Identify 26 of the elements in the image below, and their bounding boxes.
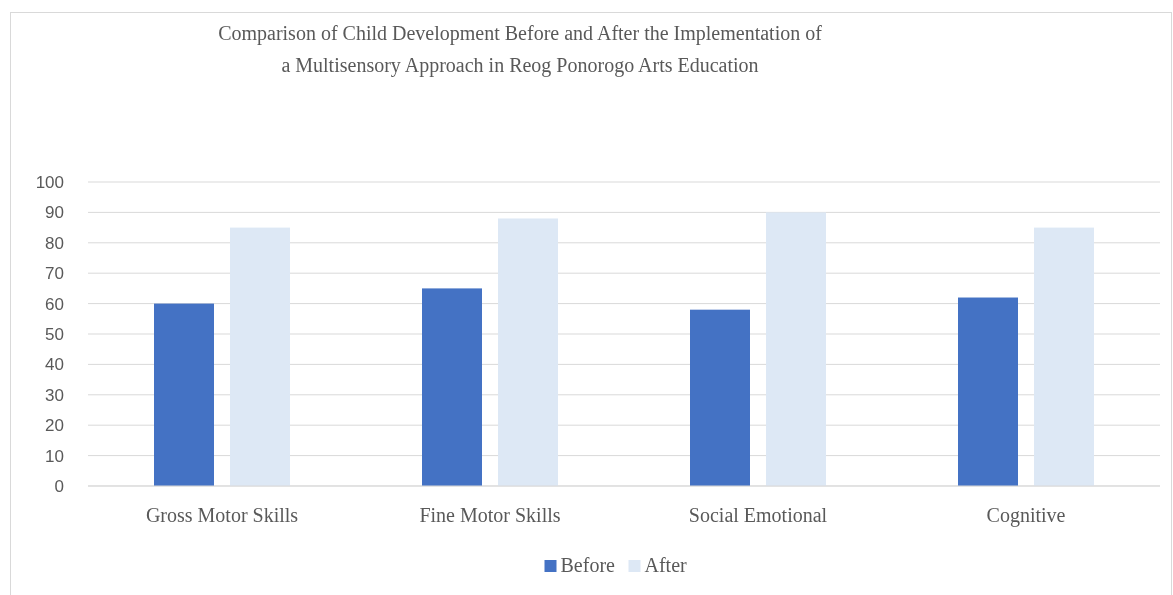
y-tick-label: 60	[45, 294, 64, 314]
y-tick-label: 90	[45, 203, 64, 223]
y-tick-label: 10	[45, 446, 64, 466]
bar	[958, 297, 1018, 486]
y-tick-label: 20	[45, 416, 64, 436]
y-tick-label: 100	[35, 172, 64, 192]
bar	[422, 288, 482, 486]
bar	[1034, 227, 1094, 486]
bar	[766, 212, 826, 486]
x-tick-label: Gross Motor Skills	[145, 504, 299, 526]
y-tick-label: 40	[45, 355, 64, 375]
chart-title: Comparison of Child Development Before and After the Implementation of a Multisensory Approach in Reog Ponorogo Arts Education	[218, 22, 823, 77]
bar	[498, 218, 558, 486]
x-tick-label: Cognitive	[986, 504, 1066, 527]
y-tick-label: 50	[45, 324, 64, 344]
bar	[154, 303, 214, 486]
y-tick-label: 80	[45, 233, 64, 253]
y-tick-label: 0	[54, 476, 64, 496]
legend-label: Before	[560, 554, 616, 576]
x-tick-label: Social Emotional	[688, 504, 828, 526]
bar	[690, 309, 750, 486]
y-tick-label: 70	[45, 264, 64, 284]
legend-label: After	[644, 554, 688, 576]
bar	[230, 227, 290, 486]
x-tick-label: Fine Motor Skills	[419, 504, 561, 526]
y-tick-label: 30	[45, 385, 64, 405]
